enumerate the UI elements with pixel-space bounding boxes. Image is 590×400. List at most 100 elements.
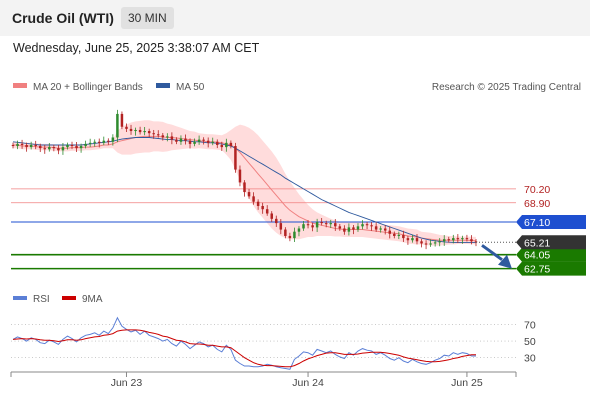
rsi-legend: RSI 9MA bbox=[13, 294, 103, 305]
x-axis: Jun 23 Jun 24 Jun 25 bbox=[10, 371, 517, 389]
candle-body bbox=[152, 133, 155, 135]
candle-body bbox=[429, 243, 432, 245]
rsi-panel: 70 50 30 bbox=[11, 316, 536, 370]
candle-body bbox=[256, 201, 260, 206]
rsi-line bbox=[12, 316, 476, 370]
ma20-legend-swatch bbox=[13, 83, 27, 88]
rsi-tick-label: 50 bbox=[524, 336, 536, 348]
level-label-support: 64.05 bbox=[524, 250, 550, 262]
candle-body bbox=[265, 209, 269, 214]
levels-group bbox=[11, 188, 516, 270]
candle-body bbox=[406, 238, 410, 241]
candle-body bbox=[120, 113, 124, 127]
candle-body bbox=[329, 223, 332, 225]
candle-body bbox=[338, 226, 342, 229]
level-label-support: 62.75 bbox=[524, 264, 550, 276]
candle-body bbox=[220, 144, 224, 148]
candle-body bbox=[270, 213, 273, 219]
rsi-legend-swatch bbox=[13, 296, 27, 300]
candle-body bbox=[197, 139, 201, 142]
candle-body bbox=[252, 196, 255, 202]
candle-body bbox=[157, 134, 160, 136]
candle-body bbox=[415, 238, 419, 242]
candle-body bbox=[225, 142, 228, 148]
candle-body bbox=[66, 144, 69, 148]
candle-body bbox=[424, 243, 428, 245]
candles-group bbox=[11, 109, 478, 250]
candle-body bbox=[206, 140, 210, 143]
candle-body bbox=[275, 218, 278, 224]
candle-body bbox=[20, 143, 24, 145]
candle-body bbox=[356, 226, 360, 230]
candle-body bbox=[52, 147, 56, 149]
timestamp: Wednesday, June 25, 2025 3:38:07 AM CET bbox=[13, 41, 260, 55]
candle-body bbox=[279, 223, 283, 230]
candle-body bbox=[370, 225, 373, 227]
candle-body bbox=[297, 228, 301, 232]
candle-body bbox=[175, 139, 178, 142]
candle-body bbox=[361, 224, 364, 227]
candle-body bbox=[311, 225, 314, 228]
candle-body bbox=[402, 234, 405, 239]
candle-body bbox=[161, 135, 165, 138]
candle-body bbox=[243, 182, 246, 193]
candle-body bbox=[202, 139, 205, 141]
candle-body bbox=[57, 148, 60, 151]
ma50-legend-swatch bbox=[156, 83, 170, 88]
candle-body bbox=[11, 144, 15, 147]
rsi-legend-label: RSI bbox=[33, 294, 50, 305]
candle-body bbox=[138, 129, 142, 133]
candle-body bbox=[38, 146, 42, 149]
main-legend: MA 20 + Bollinger Bands MA 50 Research ©… bbox=[13, 82, 581, 93]
candle-body bbox=[102, 140, 106, 143]
candle-body bbox=[34, 144, 37, 147]
candle-body bbox=[97, 141, 101, 143]
candle-body bbox=[70, 144, 74, 147]
candle-body bbox=[343, 228, 346, 232]
candle-body bbox=[184, 138, 187, 141]
candle-body bbox=[374, 226, 378, 230]
candle-body bbox=[315, 222, 319, 228]
candle-body bbox=[238, 169, 242, 183]
rsi-ma-legend-label: 9MA bbox=[82, 294, 103, 305]
candle-body bbox=[61, 147, 65, 151]
candle-body bbox=[411, 238, 414, 241]
copyright-text: Research © 2025 Trading Central bbox=[432, 82, 581, 93]
candle-body bbox=[288, 235, 292, 239]
candle-body bbox=[147, 131, 151, 134]
last-price-tag bbox=[516, 235, 586, 250]
candle-body bbox=[397, 234, 401, 236]
candle-body bbox=[302, 224, 305, 229]
candle-body bbox=[179, 138, 183, 142]
level-tag-support bbox=[516, 247, 586, 262]
candle-body bbox=[216, 141, 219, 145]
candle-body bbox=[193, 141, 196, 144]
candle-body bbox=[88, 142, 92, 144]
candle-body bbox=[43, 148, 47, 150]
candle-body bbox=[211, 141, 214, 143]
instrument-title: Crude Oil (WTI) bbox=[12, 10, 114, 26]
candle-body bbox=[79, 146, 83, 149]
candle-body bbox=[84, 143, 87, 147]
candle-body bbox=[93, 141, 96, 143]
candle-body bbox=[48, 147, 51, 150]
candle-body bbox=[75, 146, 78, 149]
chart-header: Crude Oil (WTI) 30 MIN bbox=[0, 0, 590, 36]
rsi-tick-label: 70 bbox=[524, 319, 536, 331]
level-label-pivot: 67.10 bbox=[524, 217, 550, 229]
candle-body bbox=[470, 239, 473, 242]
candle-body bbox=[234, 146, 237, 170]
candle-body bbox=[393, 233, 396, 236]
candle-body bbox=[293, 231, 296, 239]
candle-body bbox=[433, 242, 437, 244]
x-tick-label: Jun 24 bbox=[292, 377, 324, 389]
interval-button[interactable]: 30 MIN bbox=[121, 7, 174, 29]
candle-body bbox=[229, 142, 233, 147]
candle-body bbox=[420, 241, 423, 244]
candle-body bbox=[170, 136, 174, 140]
candle-body bbox=[111, 137, 115, 142]
candle-body bbox=[452, 238, 455, 241]
candle-body bbox=[447, 239, 451, 241]
candle-body bbox=[461, 238, 464, 240]
